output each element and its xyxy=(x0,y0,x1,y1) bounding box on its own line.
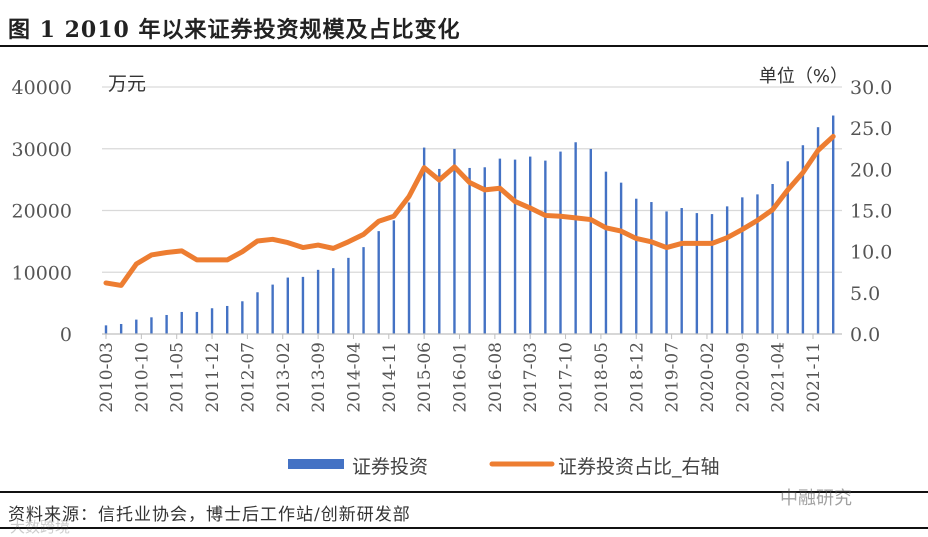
right-tick-label: 25.0 xyxy=(850,118,892,140)
bar xyxy=(544,160,547,334)
right-tick-label: 0.0 xyxy=(850,324,880,346)
left-tick-label: 20000 xyxy=(12,201,72,223)
x-tick-label: 2011-05 xyxy=(168,342,188,413)
bar xyxy=(832,115,835,334)
source-bottom-divider xyxy=(0,527,928,529)
right-axis-unit: 单位（%） xyxy=(759,66,848,87)
legend-bar-swatch xyxy=(288,459,344,469)
x-tick-label: 2015-06 xyxy=(415,342,435,413)
bar xyxy=(650,202,653,334)
bar xyxy=(725,206,729,334)
bar xyxy=(438,168,441,334)
source-top-divider xyxy=(0,491,928,493)
right-tick-label: 15.0 xyxy=(850,201,892,223)
bar xyxy=(347,257,350,334)
bar xyxy=(635,198,638,334)
x-tick-label: 2021-04 xyxy=(769,342,789,413)
bar xyxy=(210,308,214,334)
x-tick-label: 2017-03 xyxy=(521,342,541,413)
bar xyxy=(468,167,471,334)
x-tick-label: 2014-04 xyxy=(344,342,364,413)
left-tick-label: 30000 xyxy=(12,139,72,161)
bar xyxy=(256,292,259,334)
bar xyxy=(680,208,683,334)
bar xyxy=(710,214,714,334)
bar xyxy=(271,284,274,334)
bar xyxy=(104,325,108,334)
x-tick-label: 2012-07 xyxy=(238,342,258,413)
x-tick-label: 2010-10 xyxy=(132,342,152,413)
bar xyxy=(422,147,426,334)
bar xyxy=(135,319,138,334)
x-tick-label: 2016-01 xyxy=(451,342,471,413)
watermark: 大数跨境 xyxy=(10,518,71,536)
bar xyxy=(816,127,820,334)
bar xyxy=(241,301,244,334)
x-tick-label: 2013-09 xyxy=(309,342,329,413)
bar xyxy=(559,151,562,334)
watermark: 中融研究 xyxy=(780,488,852,509)
bar xyxy=(529,156,532,334)
bar xyxy=(392,220,396,334)
bar xyxy=(180,311,183,334)
right-tick-label: 10.0 xyxy=(850,242,892,264)
bar xyxy=(786,161,789,334)
bar xyxy=(362,247,365,334)
source-note: 资料来源：信托业协会，博士后工作站/创新研发部 xyxy=(8,505,411,525)
bar xyxy=(407,202,411,334)
bar xyxy=(619,182,623,334)
bar xyxy=(589,148,592,334)
bar xyxy=(332,268,335,334)
bar xyxy=(150,317,153,334)
right-tick-label: 30.0 xyxy=(850,77,892,99)
left-tick-label: 0 xyxy=(60,324,72,346)
chart: 0 10000 20000 30000 40000 0.0 5.0 10.0 15.0 20.0 2… xyxy=(12,66,893,478)
bar xyxy=(195,311,199,334)
x-tick-label: 2019-07 xyxy=(663,342,683,413)
right-tick-label: 20.0 xyxy=(850,159,892,181)
x-tick-label: 2010-03 xyxy=(97,342,117,413)
bar xyxy=(574,142,577,334)
right-tick-label: 5.0 xyxy=(850,283,880,305)
x-tick-label: 2014-11 xyxy=(380,342,400,413)
bar xyxy=(665,211,668,334)
bar xyxy=(771,184,774,334)
x-tick-label: 2016-08 xyxy=(486,342,506,413)
bar xyxy=(453,148,456,334)
bar xyxy=(226,305,229,334)
bar xyxy=(377,231,380,334)
legend: 证券投资 证券投资占比_右轴 xyxy=(288,456,720,478)
x-tick-label: 2011-12 xyxy=(203,342,223,413)
title-divider xyxy=(0,45,928,47)
bar xyxy=(286,277,289,334)
bar xyxy=(513,159,517,334)
x-tick-label: 2020-09 xyxy=(733,342,753,413)
bar xyxy=(741,197,744,334)
x-tick-label: 2013-02 xyxy=(274,342,294,413)
bar xyxy=(756,194,759,334)
bar xyxy=(498,158,502,334)
x-tick-label: 2018-12 xyxy=(627,342,647,413)
bar xyxy=(316,269,320,334)
x-tick-label: 2018-05 xyxy=(592,342,612,413)
figure-title: 图 1 2010 年以来证券投资规模及占比变化 xyxy=(8,17,461,43)
bar xyxy=(165,314,168,334)
left-axis-unit: 万元 xyxy=(108,73,146,95)
bar xyxy=(801,145,805,334)
x-tick-label: 2021-11 xyxy=(804,342,824,413)
left-tick-label: 10000 xyxy=(12,262,72,284)
bar xyxy=(119,323,123,334)
legend-line-label: 证券投资占比_右轴 xyxy=(558,456,720,478)
x-tick-label: 2020-02 xyxy=(698,342,718,413)
legend-bar-label: 证券投资 xyxy=(352,456,428,478)
bar xyxy=(301,276,305,334)
bar xyxy=(695,213,699,334)
x-tick-label: 2017-10 xyxy=(557,342,577,413)
bar xyxy=(483,167,486,334)
bar xyxy=(604,171,608,334)
left-tick-label: 40000 xyxy=(12,77,72,99)
